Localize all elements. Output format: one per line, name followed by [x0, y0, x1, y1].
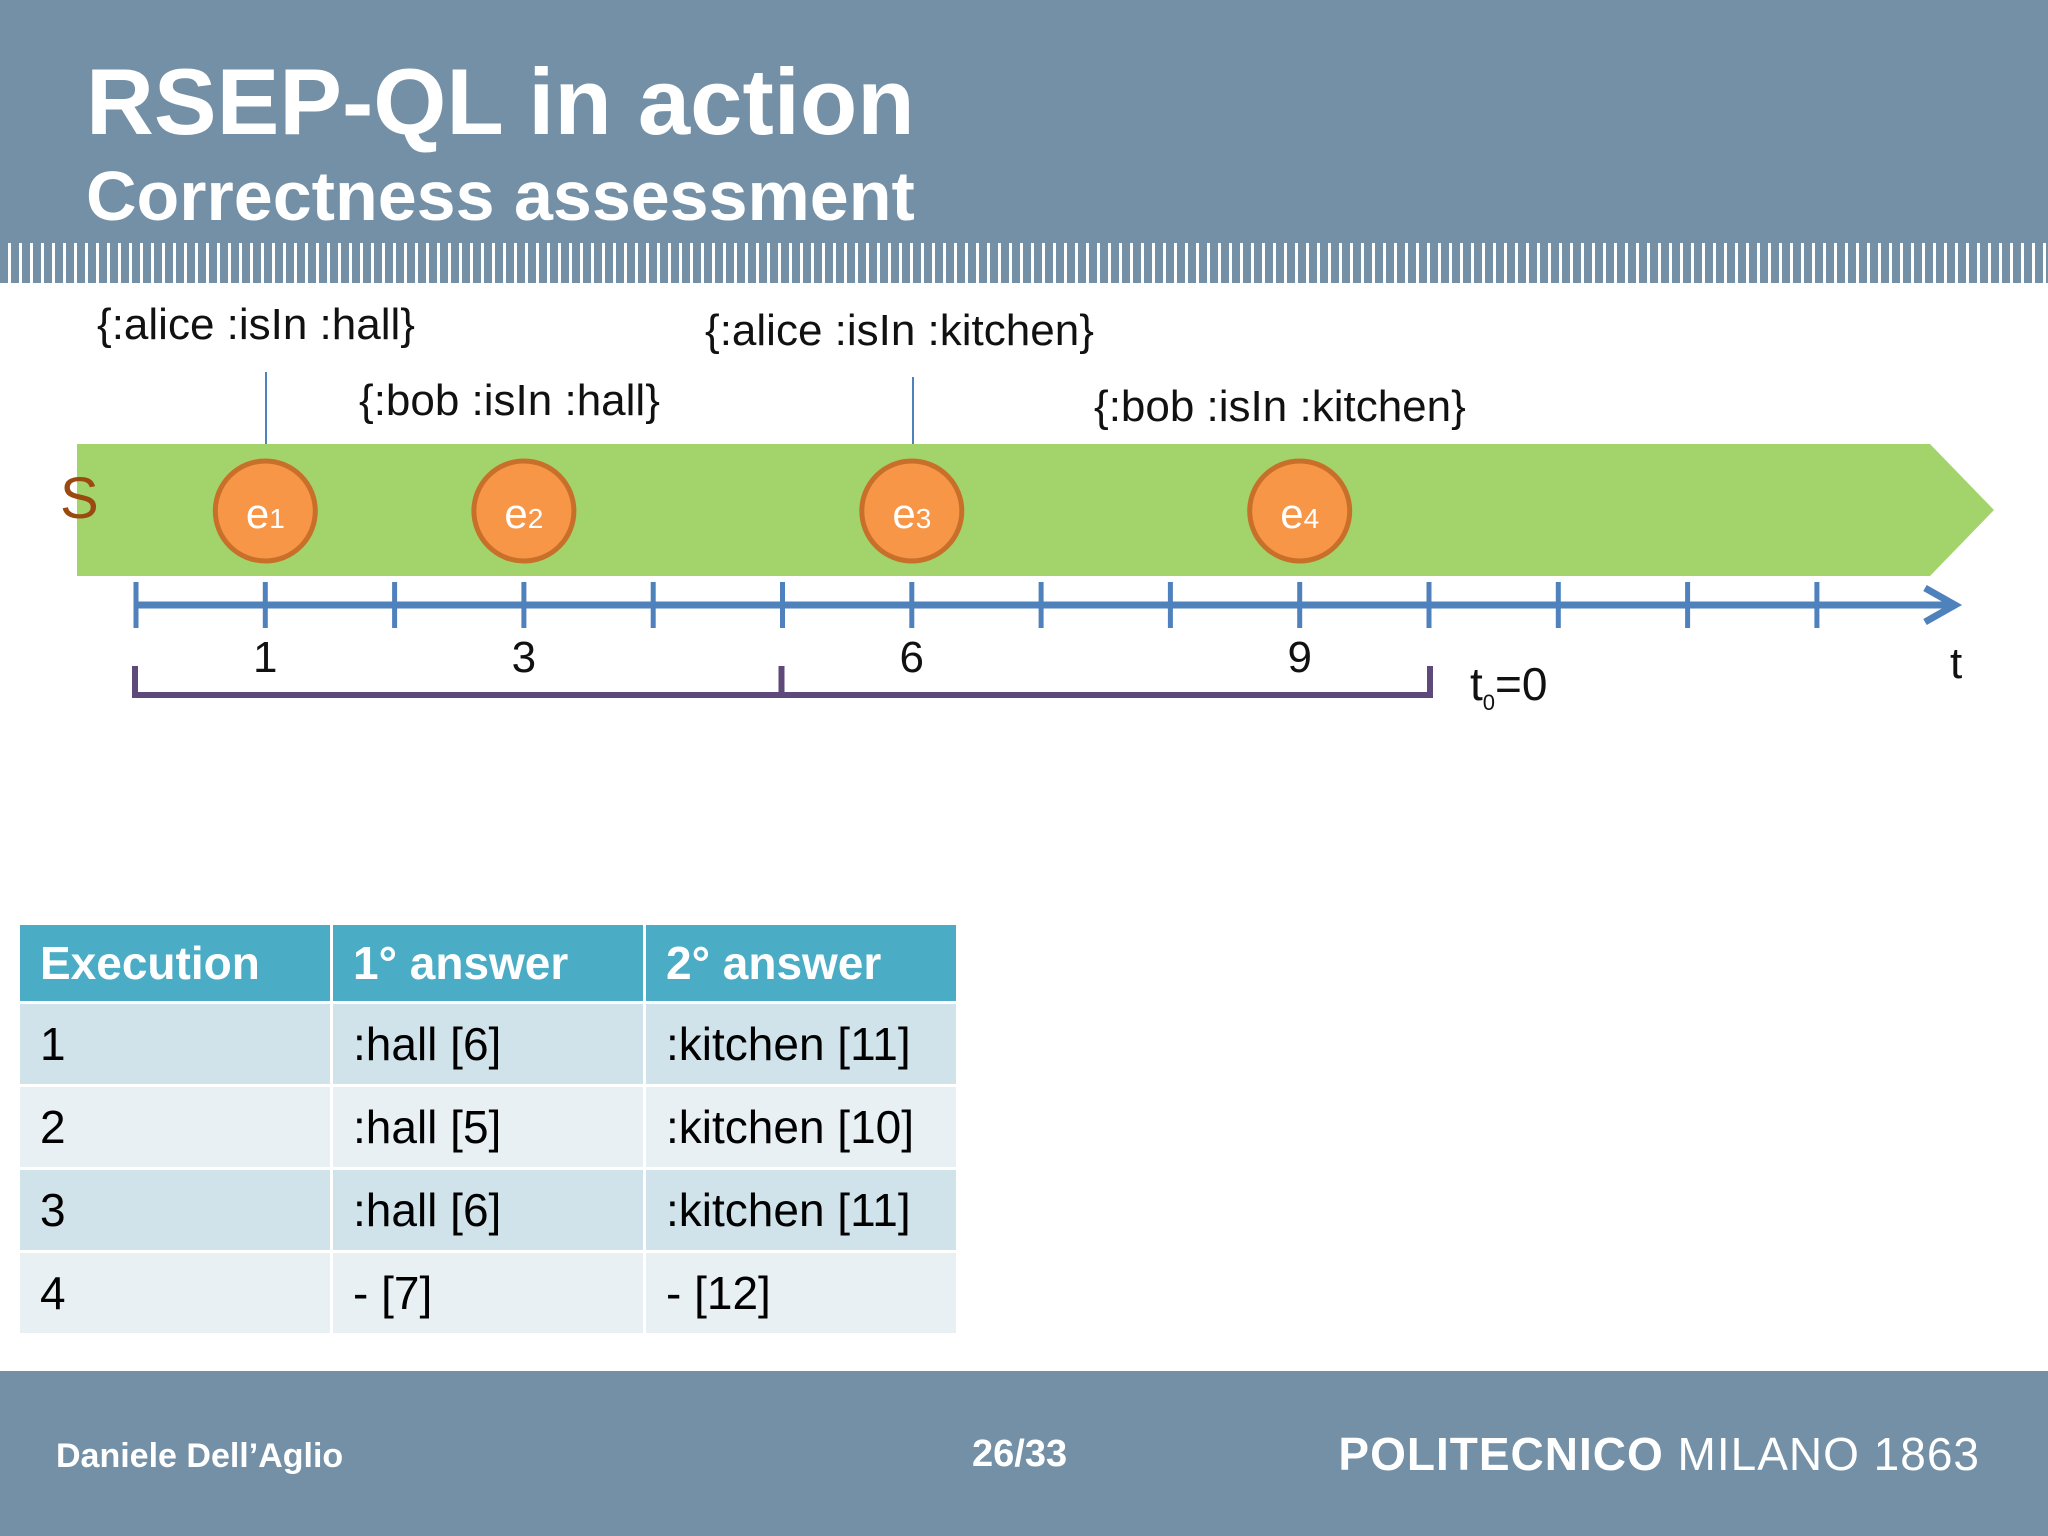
stream-band [77, 444, 1994, 576]
university-logo: POLITECNICO MILANO 1863 [1338, 1428, 1980, 1480]
t0-label: t0=0 [1470, 658, 1547, 715]
table-row: 4 - [7] - [12] [17, 1250, 959, 1336]
tick-label: 3 [512, 633, 536, 682]
slide-footer: Daniele Dell’Aglio 26/33 POLITECNICO MIL… [0, 1371, 2048, 1536]
header-first-answer: 1° answer [330, 922, 646, 1004]
cell: :kitchen [10] [643, 1084, 959, 1170]
time-axis-arrowhead [1923, 584, 1963, 626]
tick-label: 9 [1287, 633, 1311, 682]
event-circle [212, 458, 318, 564]
event-triple-e2: {:bob :isIn :hall} [359, 376, 660, 425]
tick-label: 6 [900, 633, 924, 682]
cell: 2 [17, 1084, 333, 1170]
event-triple-e3: {:alice :isIn :kitchen} [705, 306, 1094, 355]
results-table: Execution 1° answer 2° answer 1 :hall [6… [17, 922, 959, 1336]
window-bracket [778, 666, 1433, 698]
cell: :kitchen [11] [643, 1001, 959, 1087]
stream-diagram: S e1 e2 e3 e4 1 3 6 9 t t0=0 [60, 372, 1994, 715]
axis-label: t [1950, 639, 1962, 688]
cell: :kitchen [11] [643, 1167, 959, 1253]
event-label: e2 [504, 490, 543, 537]
event-label: e1 [246, 490, 285, 537]
header-execution: Execution [17, 922, 333, 1004]
header-stripes [0, 243, 2048, 283]
window-bracket [132, 666, 785, 698]
cell: - [12] [643, 1250, 959, 1336]
header-second-answer: 2° answer [643, 922, 959, 1004]
table-row: 2 :hall [5] :kitchen [10] [17, 1084, 959, 1170]
cell: :hall [6] [330, 1167, 646, 1253]
cell: 1 [17, 1001, 333, 1087]
event-e4: e4 [1247, 458, 1353, 564]
cell: 3 [17, 1167, 333, 1253]
cell: :hall [6] [330, 1001, 646, 1087]
slide-title: RSEP-QL in action [86, 49, 915, 154]
slide-header: RSEP-QL in action Correctness assessment [0, 0, 2048, 283]
table-row: 1 :hall [6] :kitchen [11] [17, 1001, 959, 1087]
slide-subtitle: Correctness assessment [86, 157, 915, 235]
cell: - [7] [330, 1250, 646, 1336]
event-triple-e1: {:alice :isIn :hall} [97, 300, 415, 349]
event-e1: e1 [212, 458, 318, 564]
event-label: e3 [892, 490, 931, 537]
cell: 4 [17, 1250, 333, 1336]
table-header-row: Execution 1° answer 2° answer [17, 922, 959, 1004]
event-e2: e2 [471, 458, 577, 564]
tick-label: 1 [253, 633, 277, 682]
event-e3: e3 [859, 458, 965, 564]
event-circle [471, 458, 577, 564]
event-circle [859, 458, 965, 564]
cell: :hall [5] [330, 1084, 646, 1170]
event-label: e4 [1280, 490, 1319, 537]
page-number: 26/33 [972, 1433, 1068, 1475]
footer-author: Daniele Dell’Aglio [56, 1437, 344, 1475]
event-triple-e4: {:bob :isIn :kitchen} [1094, 382, 1466, 431]
event-circle [1247, 458, 1353, 564]
table-row: 3 :hall [6] :kitchen [11] [17, 1167, 959, 1253]
stream-label: S [60, 466, 99, 531]
